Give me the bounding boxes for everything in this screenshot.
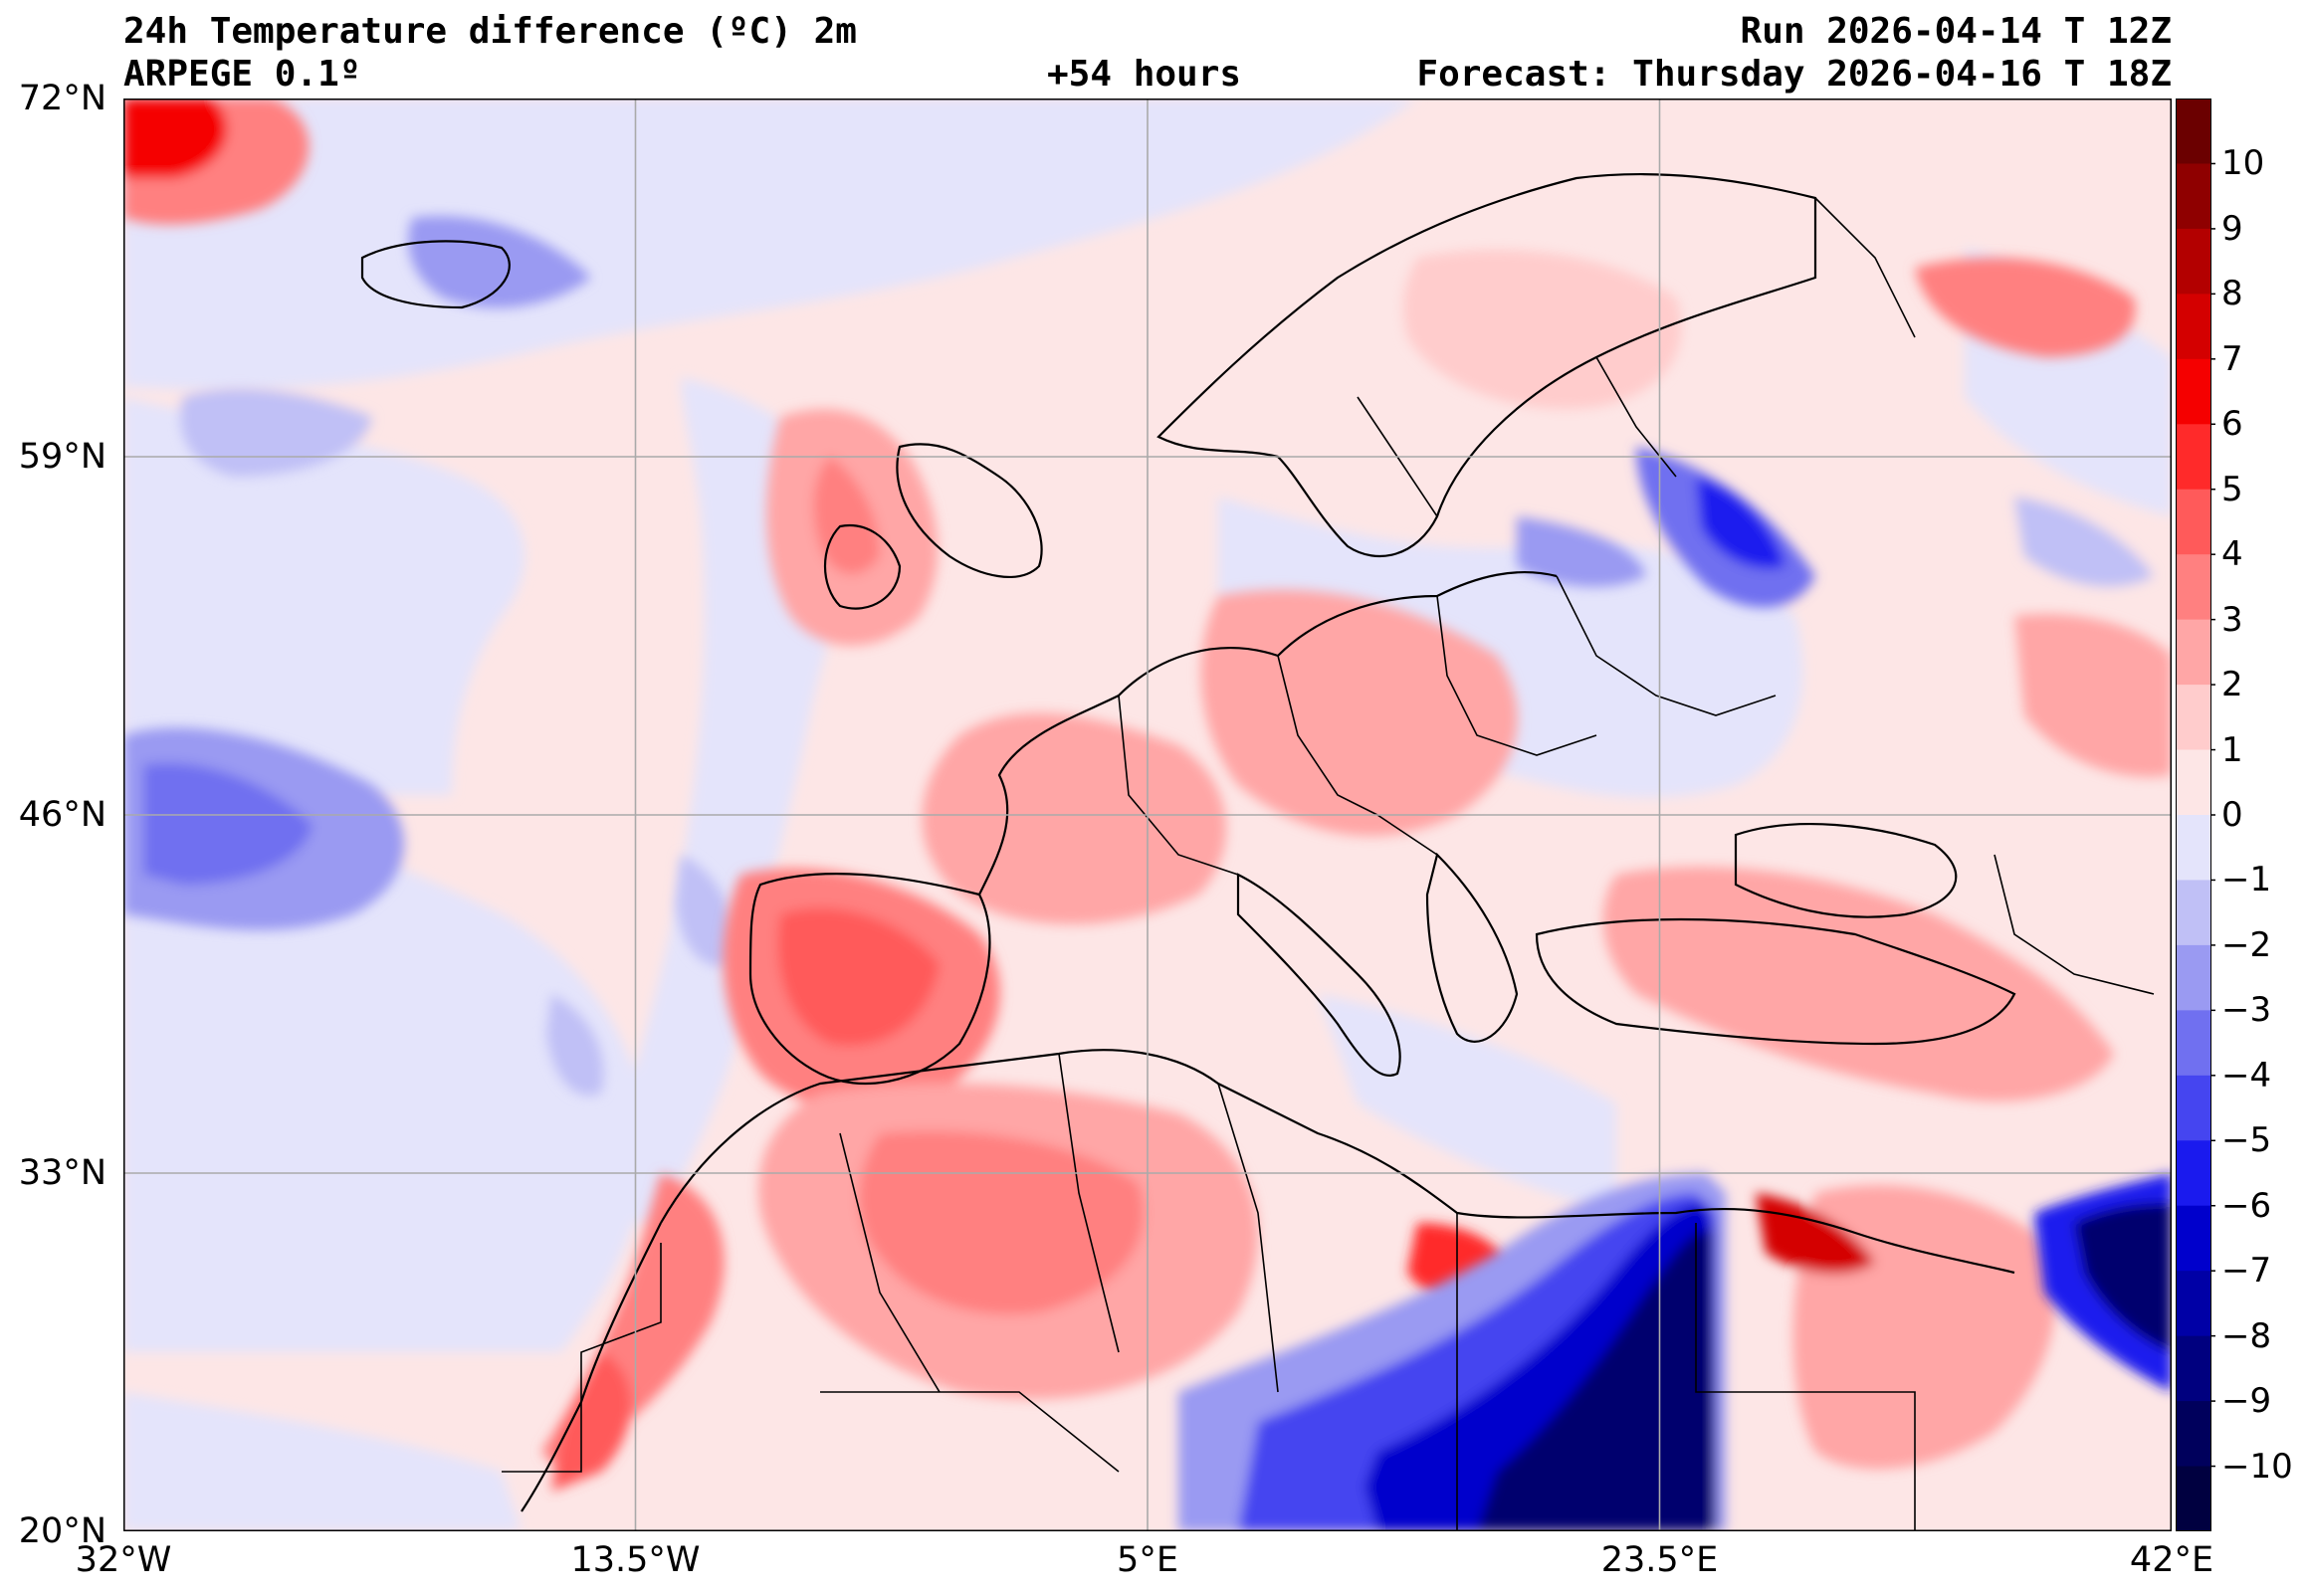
colorbar-tick-label: −10 [2221,1446,2293,1487]
colorbar-band [2176,815,2211,881]
colorbar-band [2176,1010,2211,1077]
colorbar-tick-label: 9 [2221,208,2243,249]
colorbar-band [2176,228,2211,295]
temperature-map [123,99,2172,1531]
lat-label-20n: 20°N [18,1511,106,1551]
colorbar-band [2176,424,2211,491]
colorbar-tick-label: −2 [2221,924,2272,965]
colorbar-band [2176,163,2211,230]
colorbar-band [2176,489,2211,555]
map-title: 24h Temperature difference (ºC) 2m [123,11,857,52]
colorbar-tick-label: −7 [2221,1251,2272,1292]
colorbar-tick-label: −1 [2221,860,2272,900]
colorbar-tick-label: 1 [2221,729,2243,770]
colorbar-tick-label: 0 [2221,795,2243,835]
lon-label-42e: 42°E [2129,1540,2214,1580]
colorbar-tick-label: 3 [2221,599,2243,640]
country-borders [502,197,2155,1531]
lon-label-13-5w: 13.5°W [570,1540,701,1580]
colorbar-tick-label: 10 [2221,143,2265,184]
graticule [123,99,2172,1531]
colorbar-frame [2176,99,2211,1531]
colorbar-tick-label: −6 [2221,1185,2272,1226]
colorbar-tick-label: −5 [2221,1120,2272,1161]
lat-label-72n: 72°N [18,79,106,118]
colorbar-band [2176,1075,2211,1141]
map-frame [123,99,2172,1531]
colorbar-band [2176,554,2211,621]
colorbar-band [2176,1205,2211,1272]
lon-label-23-5e: 23.5°E [1600,1540,1719,1580]
colorbar-tick-label: 5 [2221,469,2243,509]
colorbar-tick-label: −3 [2221,990,2272,1031]
colorbar-band [2176,1466,2211,1531]
colorbar-tick-label: 7 [2221,338,2243,379]
colorbar-tick-label: −9 [2221,1381,2272,1422]
colorbar-band [2176,99,2211,164]
model-label: ARPEGE 0.1º [123,54,361,95]
colorbar-tick-label: 6 [2221,404,2243,445]
lat-label-33n: 33°N [18,1153,106,1193]
lat-label-59n: 59°N [18,437,106,477]
lon-label-5e: 5°E [1117,1540,1178,1580]
colorbar-band [2176,1335,2211,1402]
lat-label-46n: 46°N [18,795,106,835]
colorbar-band [2176,294,2211,360]
colorbar-band [2176,619,2211,686]
colorbar-tick-label: 8 [2221,274,2243,314]
cooler-anomaly-regions [123,216,2154,1096]
colorbar-tick-label: −4 [2221,1055,2272,1096]
colorbar-tick-label: 2 [2221,665,2243,705]
colorbar-band [2176,1271,2211,1337]
colorbar-band [2176,685,2211,751]
colorbar-tick-label: 4 [2221,534,2243,575]
colorbar-band [2176,1401,2211,1468]
cold-anomaly-region [1178,1173,2172,1531]
lead-time-label: +54 hours [1047,54,1242,95]
colorbar-band [2176,749,2211,816]
run-label: Run 2026-04-14 T 12Z [1740,11,2172,52]
forecast-label: Forecast: Thursday 2026-04-16 T 18Z [1416,54,2172,95]
cool-anomaly-regions [123,99,2172,1531]
colorbar-band [2176,944,2211,1011]
colorbar-band [2176,1140,2211,1207]
colorbar-tick-label: −8 [2221,1315,2272,1356]
colorbar-band [2176,880,2211,946]
colorbar [2176,99,2215,1531]
colorbar-band [2176,358,2211,425]
lon-label-32w: 32°W [75,1540,172,1580]
